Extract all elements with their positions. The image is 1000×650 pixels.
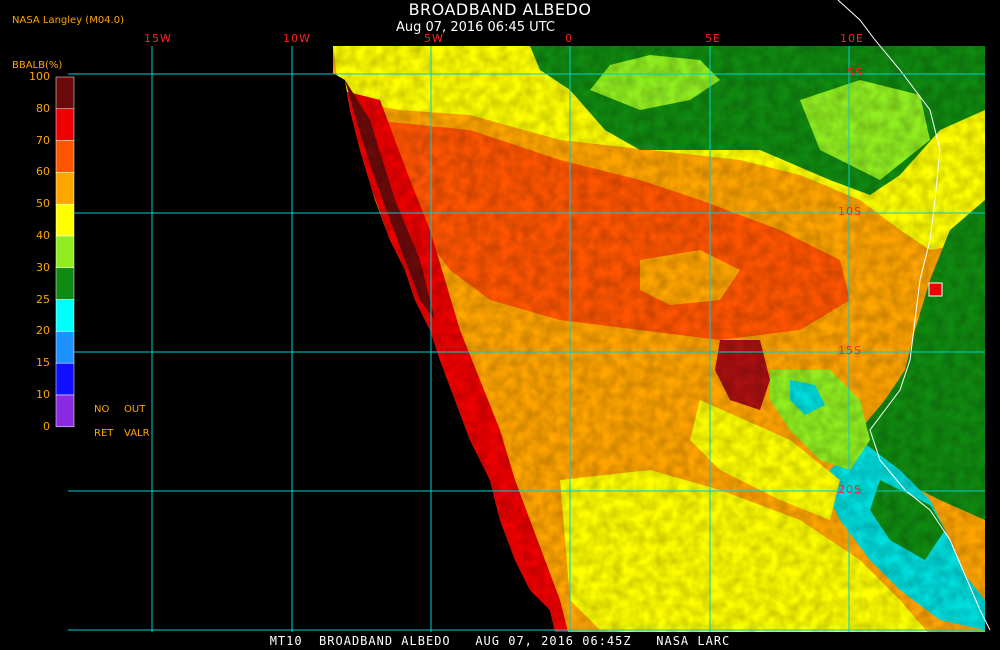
lat-label-10s: 10S xyxy=(838,205,862,218)
ret-label: RET xyxy=(94,428,114,439)
page-title: BROADBAND ALBEDO xyxy=(408,0,592,19)
colorbar-swatch xyxy=(55,394,75,428)
colorbar-swatch xyxy=(55,235,75,269)
out-label: OUT xyxy=(124,404,146,415)
valr-label: VALR xyxy=(124,428,150,439)
colorbar-tick-label: 10 xyxy=(36,388,50,401)
colorbar-tick-label: 15 xyxy=(36,356,50,370)
lon-label-10w: 10W xyxy=(283,32,311,45)
colorbar-swatch xyxy=(55,108,75,141)
colorbar-tick-label: 40 xyxy=(36,229,50,242)
footer-caption: MT10 BROADBAND ALBEDO AUG 07, 2016 06:45… xyxy=(269,634,731,648)
colorbar-tick-label: 25 xyxy=(36,292,50,306)
lon-label-10e: 10E xyxy=(840,32,864,45)
no-label: NO xyxy=(94,404,110,415)
colorbar-title: BBALB(%) xyxy=(12,60,63,71)
credit-label: NASA Langley (M04.0) xyxy=(12,15,124,26)
colorbar-swatch xyxy=(55,76,75,110)
colorbar-tick-label: 30 xyxy=(36,260,50,274)
timestamp-subtitle: Aug 07, 2016 06:45 UTC xyxy=(396,20,555,35)
lat-label-15s: 15S xyxy=(838,344,862,357)
red-marker xyxy=(928,282,943,297)
colorbar-swatch xyxy=(55,203,75,237)
lon-label-5e: 5E xyxy=(705,32,721,45)
colorbar-tick-label: 20 xyxy=(36,324,50,338)
graticule xyxy=(68,46,985,632)
colorbar-tick-label: 50 xyxy=(36,197,50,211)
colorbar-swatch xyxy=(55,299,75,332)
colorbar-swatch xyxy=(55,362,75,396)
colorbar-swatch xyxy=(55,331,75,364)
colorbar-tick-label: 80 xyxy=(36,101,50,115)
colorbar-swatch xyxy=(55,140,75,173)
colorbar-swatch xyxy=(55,267,75,300)
coastline xyxy=(837,0,991,631)
lon-label-0: 0 xyxy=(565,32,573,45)
colorbar-tick-label: 70 xyxy=(36,133,50,147)
lon-label-15w: 15W xyxy=(144,32,172,45)
colorbar-tick-label: 100 xyxy=(29,70,50,83)
colorbar-tick-label: 60 xyxy=(36,165,50,179)
lat-label-20s: 20S xyxy=(838,483,862,496)
lat-label-5s: 5S xyxy=(847,66,863,79)
lon-label-5w: 5W xyxy=(424,32,444,45)
colorbar-swatch xyxy=(55,172,75,205)
colorbar xyxy=(55,76,75,428)
colorbar-tick-label: 0 xyxy=(43,419,50,433)
